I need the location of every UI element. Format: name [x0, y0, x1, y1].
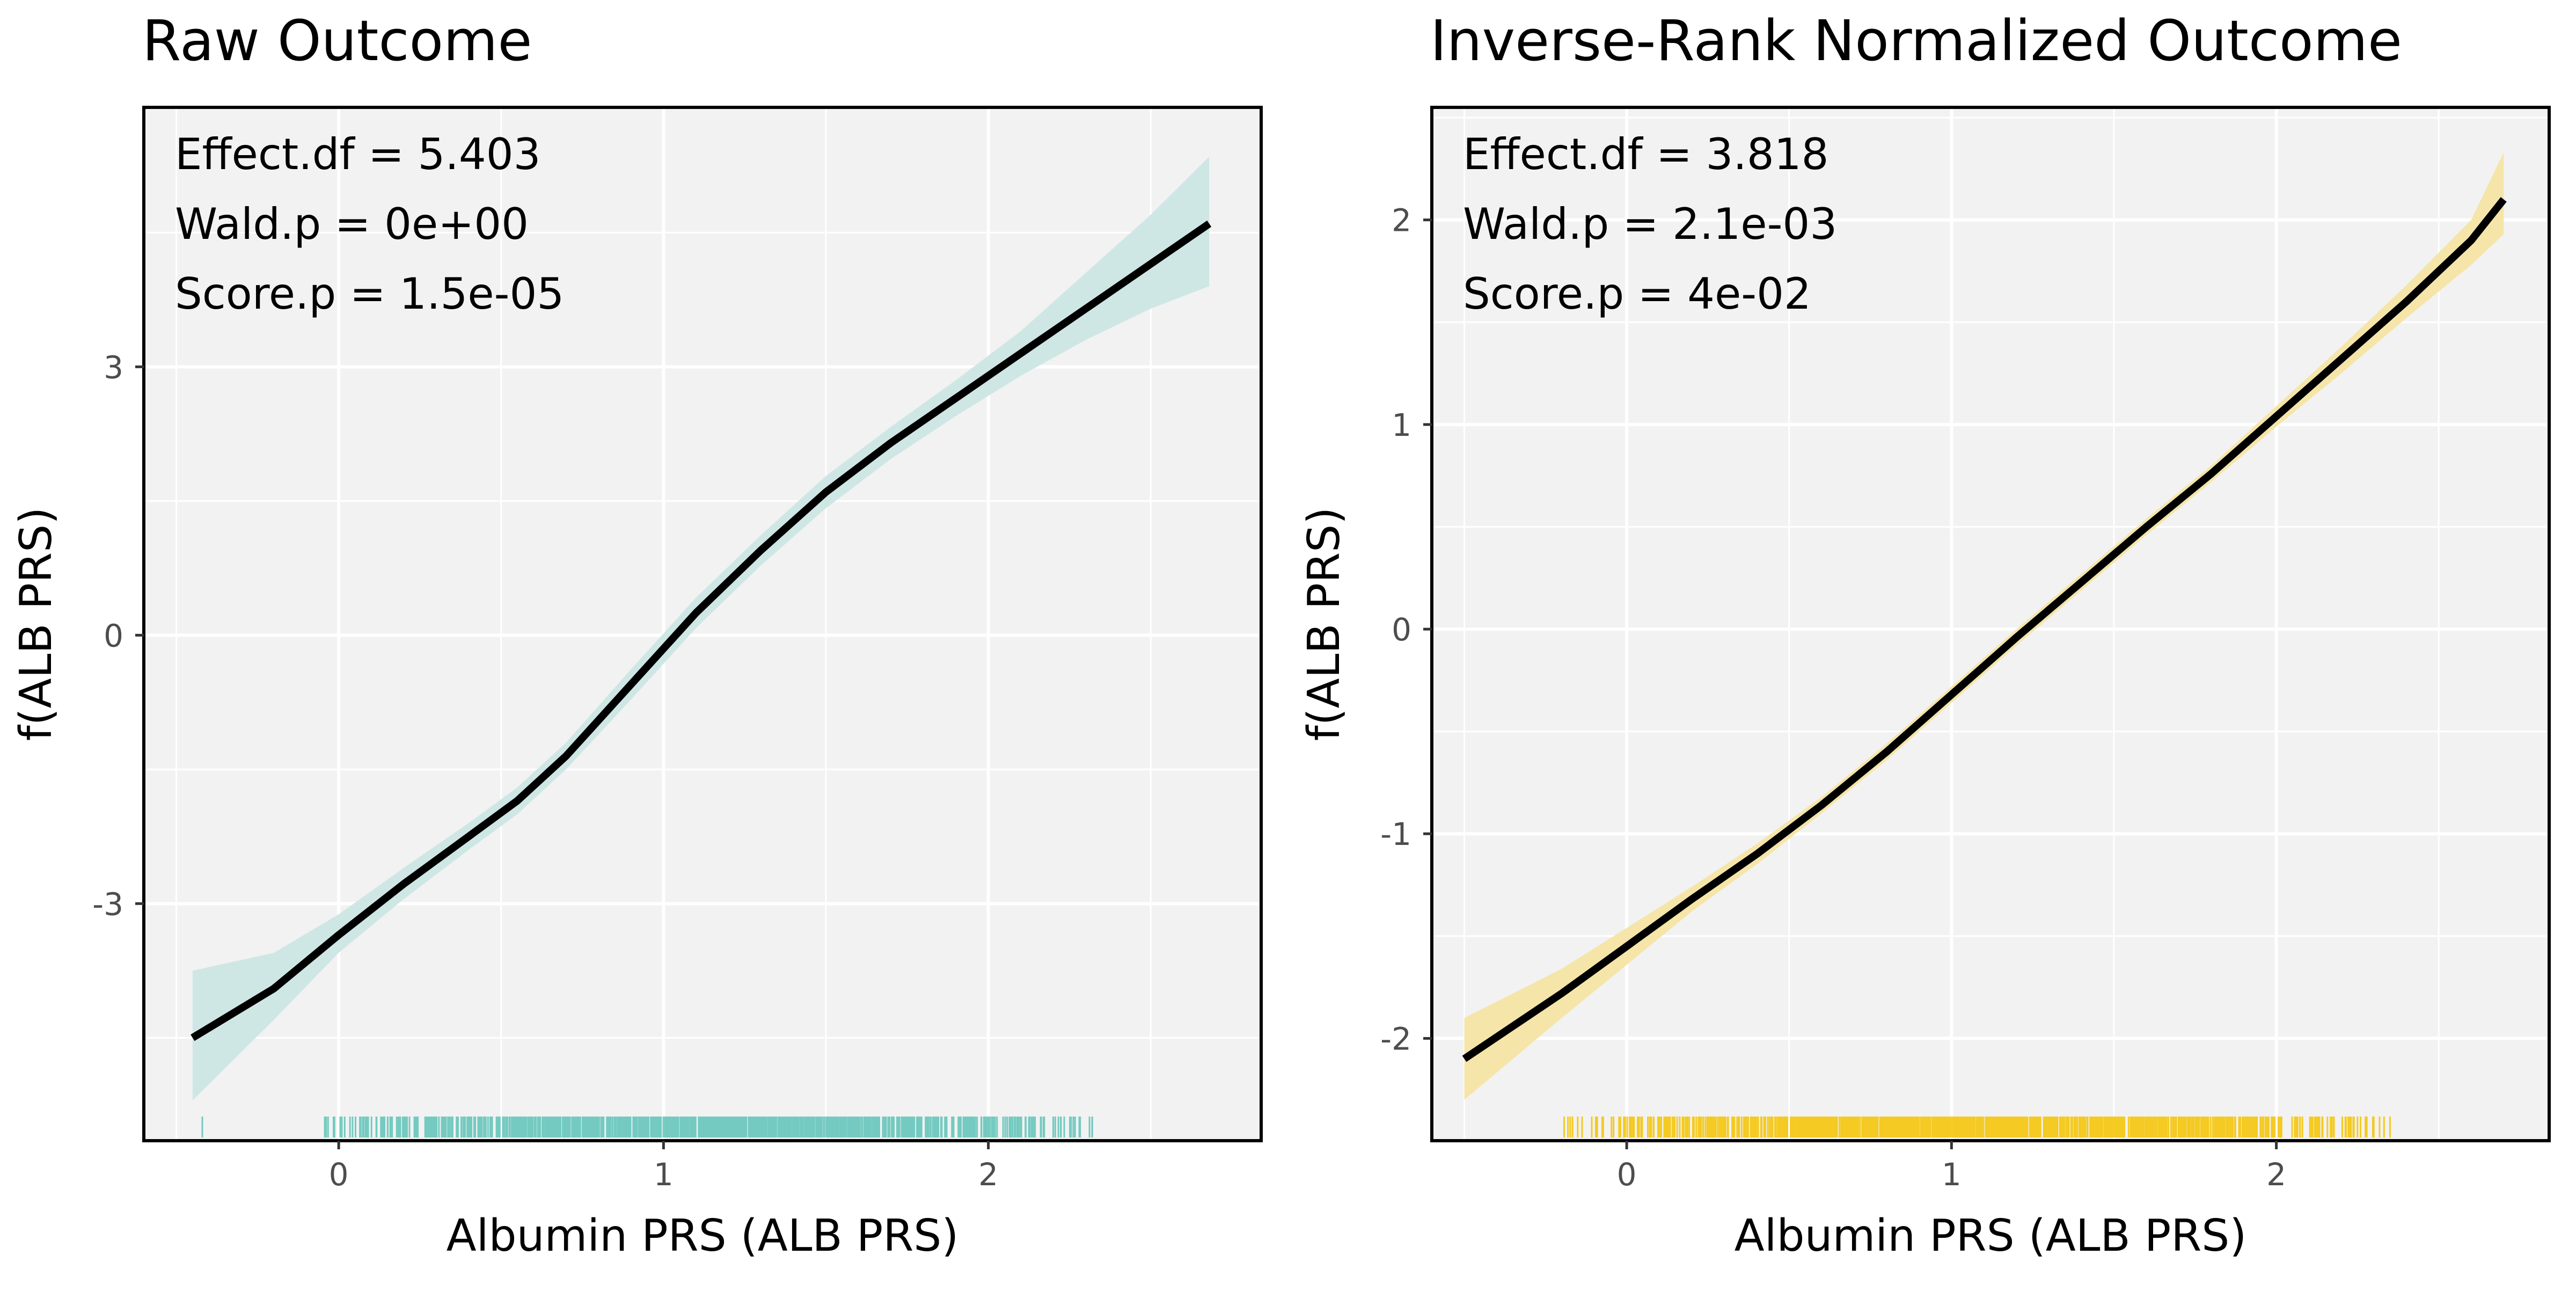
panel-border: [142, 106, 1263, 1142]
stat-annotation: Wald.p = 0e+00: [175, 199, 529, 249]
y-tick-label: -3: [92, 886, 123, 922]
x-tick-label: 0: [329, 1156, 349, 1193]
y-tick-label: 1: [1392, 407, 1411, 443]
fitted-line: [191, 220, 1212, 1041]
y-tick-label: -2: [1380, 1020, 1411, 1057]
x-tick-label: 2: [2266, 1156, 2286, 1193]
y-tick-label: 0: [104, 617, 123, 654]
stat-annotation: Effect.df = 5.403: [175, 129, 541, 179]
y-tick-label: 3: [104, 349, 123, 385]
fitted-line: [1462, 197, 2507, 1062]
x-tick-label: 2: [978, 1156, 998, 1193]
panel-background: [144, 107, 1261, 1141]
x-tick-label: 1: [1942, 1156, 1962, 1193]
stat-annotation: Wald.p = 2.1e-03: [1463, 199, 1837, 249]
panel-border: [1430, 106, 2551, 1142]
y-tick-label: 2: [1392, 202, 1411, 239]
chart-panel-1: 0 1 2 -3 0 3 Effect.df = 5.403 Wald.p = 0e+00 Sc…: [11, 8, 1263, 1261]
rug-marks: [201, 1117, 1093, 1137]
chart-panel-2: 0 1 2 -2 -1 0 1 2 Effect.df = 3.818 Wald.p = 2.1e…: [1299, 8, 2551, 1261]
x-tick-label: 1: [654, 1156, 674, 1193]
y-tick-label: 0: [1392, 611, 1411, 648]
stat-annotation: Score.p = 1.5e-05: [175, 269, 564, 319]
y-axis-label: f(ALB PRS): [1299, 507, 1350, 741]
x-axis-label: Albumin PRS (ALB PRS): [1735, 1210, 2247, 1261]
x-tick-label: 0: [1617, 1156, 1637, 1193]
y-axis-label: f(ALB PRS): [11, 507, 62, 741]
confidence-band: [192, 156, 1210, 1101]
stat-annotation: Score.p = 4e-02: [1463, 269, 1811, 319]
chart-title: Raw Outcome: [142, 8, 532, 74]
rug-marks: [1563, 1117, 2391, 1137]
x-axis-label: Albumin PRS (ALB PRS): [447, 1210, 959, 1261]
y-tick-label: -1: [1380, 816, 1411, 852]
chart-title: Inverse-Rank Normalized Outcome: [1430, 8, 2402, 74]
confidence-band: [1464, 152, 2504, 1100]
stat-annotation: Effect.df = 3.818: [1463, 129, 1829, 179]
